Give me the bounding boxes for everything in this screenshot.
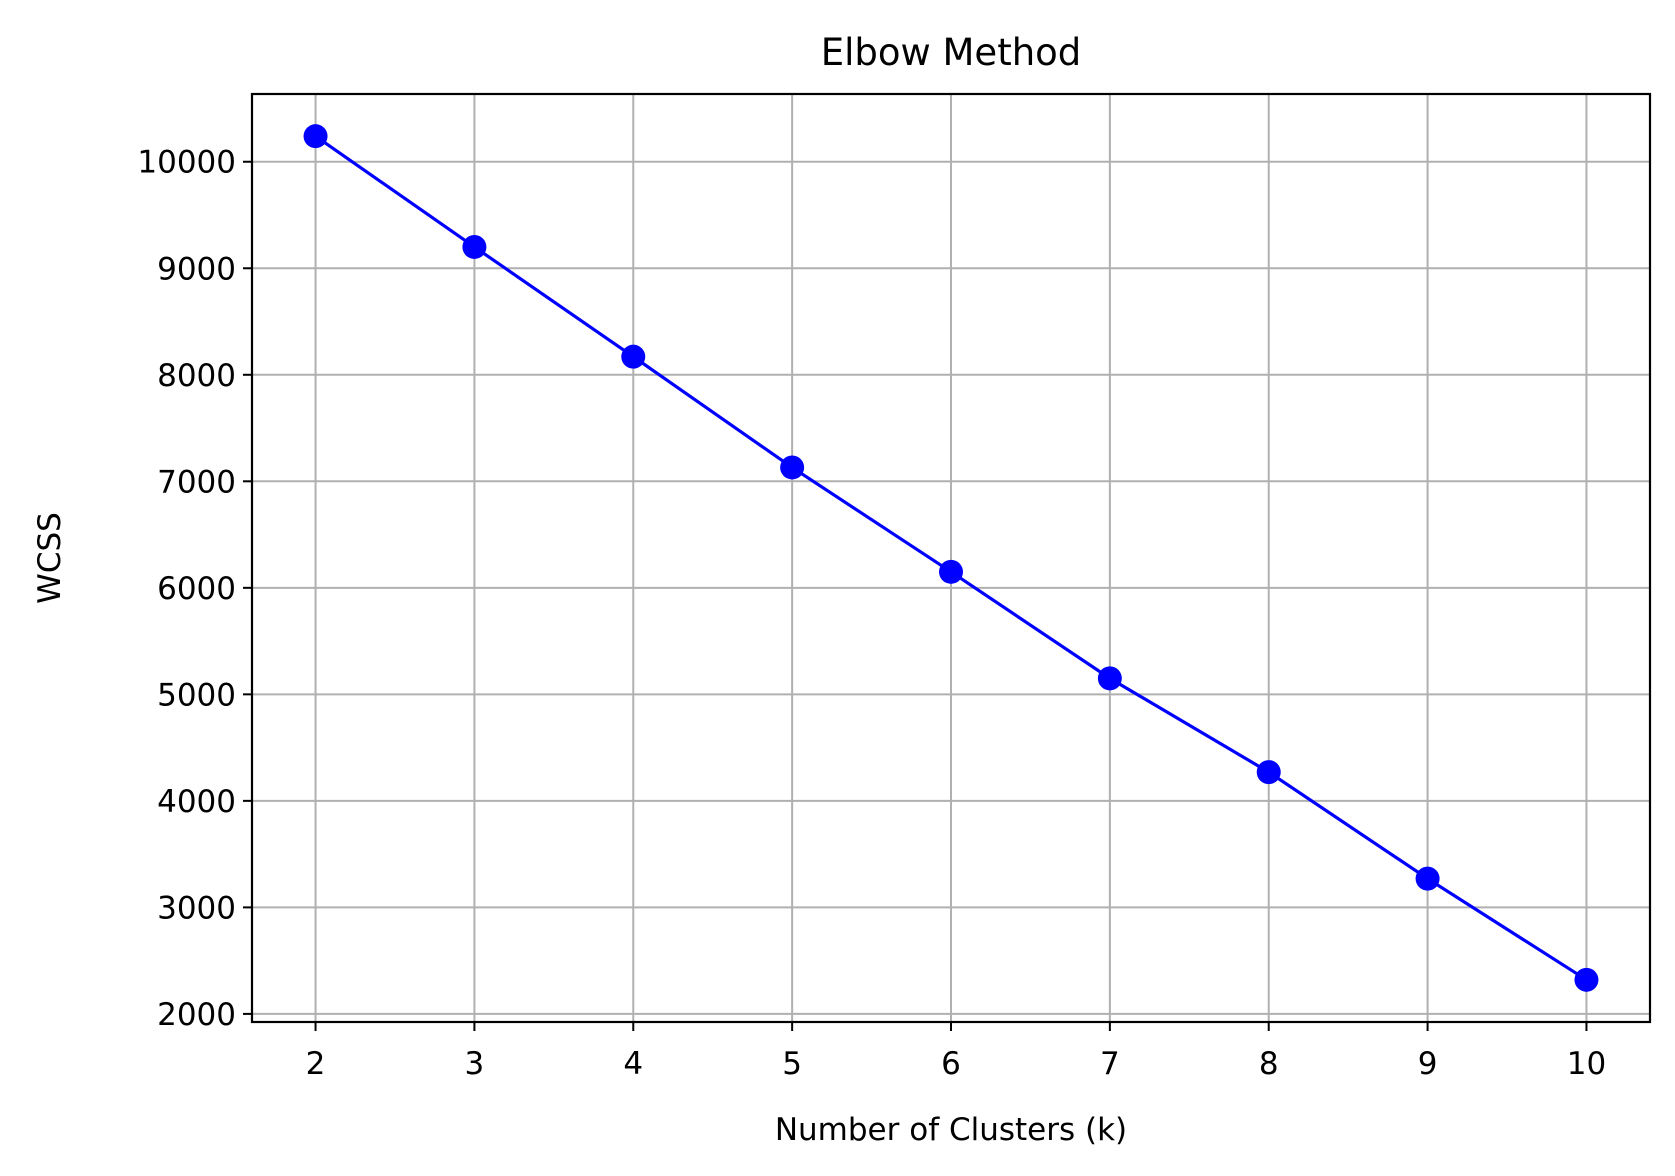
data-point: [303, 124, 328, 149]
data-point: [939, 559, 963, 584]
y-tick-label: 9000: [157, 251, 236, 287]
x-tick-label: 9: [1418, 1046, 1438, 1082]
x-axis-title: Number of Clusters (k): [775, 1112, 1127, 1148]
x-tick-label: 6: [941, 1046, 961, 1082]
data-point: [462, 234, 487, 259]
x-tick-label: 5: [782, 1046, 802, 1082]
y-tick-label: 2000: [157, 997, 236, 1033]
x-tick-label: 7: [1100, 1046, 1120, 1082]
data-point: [621, 344, 646, 369]
x-tick-label: 4: [623, 1046, 643, 1082]
x-tick-label: 2: [306, 1046, 326, 1082]
series-line-layer: [303, 124, 1599, 992]
y-tick-label: 10000: [137, 145, 236, 181]
chart-title: Elbow Method: [821, 31, 1082, 74]
data-point: [1415, 866, 1440, 891]
x-tick-label: 8: [1259, 1046, 1279, 1082]
data-point: [1097, 666, 1122, 691]
y-tick-label: 4000: [157, 784, 236, 820]
y-tick-label: 5000: [157, 677, 236, 713]
plot-frame: [250, 92, 1652, 1024]
y-tick-label: 7000: [157, 464, 236, 500]
y-axis-ticks: 2000 3000 4000 5000 6000 7000 8000 9000 10000: [137, 145, 252, 1033]
x-axis-ticks: 2 3 4 5 6 7 8 9 10: [306, 1022, 1606, 1082]
grid-lines: [252, 94, 1650, 1022]
x-tick-label: 10: [1567, 1046, 1606, 1082]
data-point: [1256, 760, 1281, 785]
y-axis-title: WCSS: [32, 512, 68, 604]
y-tick-label: 8000: [157, 358, 236, 394]
y-tick-label: 3000: [157, 890, 236, 926]
data-point: [1574, 967, 1599, 992]
data-point: [780, 455, 805, 480]
y-tick-label: 6000: [157, 571, 236, 607]
x-tick-label: 3: [465, 1046, 485, 1082]
